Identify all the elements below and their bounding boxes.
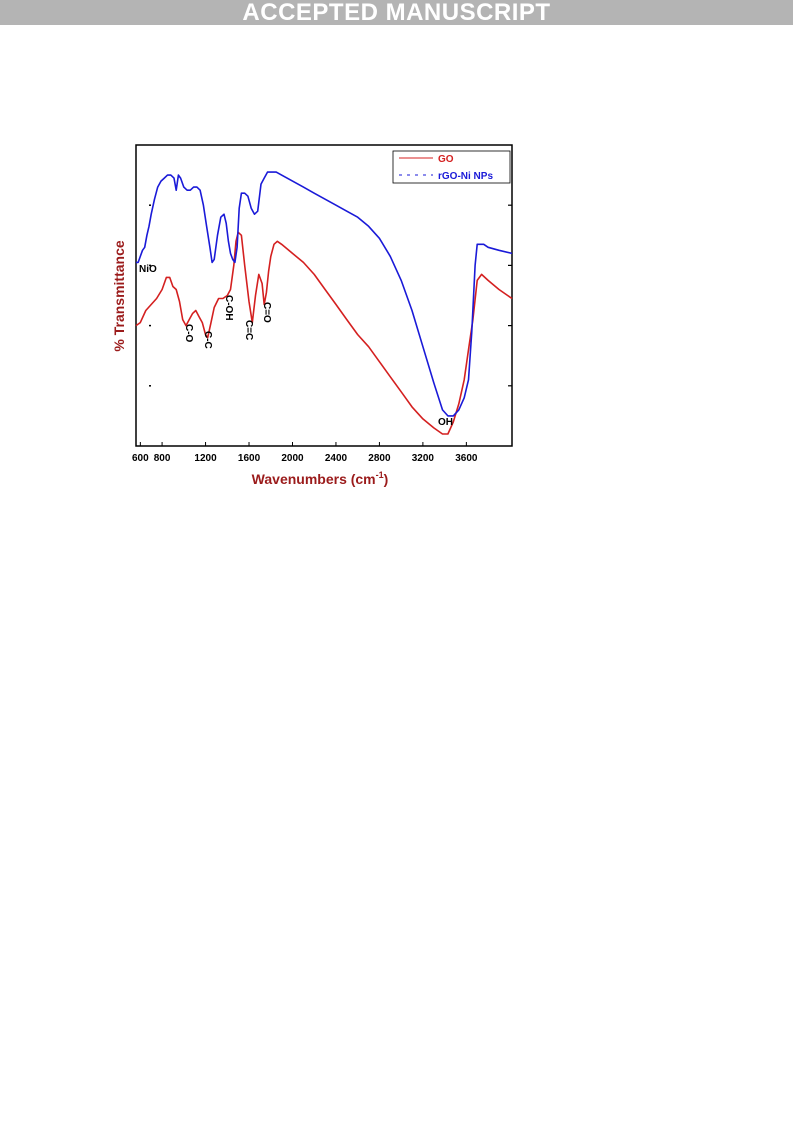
accepted-manuscript-banner: ACCEPTED MANUSCRIPT [0,0,793,26]
series-line-rgo-ni-nps [136,171,513,417]
y-axis-label: % Transmittance [111,240,127,351]
annotation-oh: OH [438,417,453,428]
x-axis-label-main: Wavenumbers (cm [252,471,376,487]
x-tick-label: 2800 [368,453,391,464]
legend-box [392,150,511,184]
annotation-nio: NiO [139,264,157,275]
x-tick-label: 1200 [194,453,217,464]
x-axis-label-suffix: ) [384,471,389,487]
x-tick-label: 3200 [412,453,435,464]
series-line-go [135,231,513,435]
x-tick-label: 600 [132,453,149,464]
x-tick-label: 2400 [325,453,348,464]
x-tick-label: 3600 [455,453,478,464]
x-axis-label: Wavenumbers (cm-1) [252,470,389,487]
x-tick-label: 800 [154,453,171,464]
y-axis-ticks [149,204,512,387]
annotation-c-oh: C-OH [223,295,234,321]
annotation-c-double-o: C=O [261,302,272,323]
legend-label-rgo: rGO-Ni NPs [438,171,493,182]
legend: GO rGO-Ni NPs [392,150,511,184]
annotation-c-c: C-C [202,331,213,349]
x-axis-label-superscript: -1 [376,470,384,480]
x-axis-ticks: 600 800 1200 1600 2000 2400 2800 3200 3600 [132,442,478,464]
plot-frame [135,144,513,447]
x-tick-label: 1600 [238,453,261,464]
series-layer [135,171,513,435]
x-tick-label: 2000 [281,453,304,464]
annotation-c-o: C-O [183,324,194,343]
annotation-c-double-c: C=C [243,320,254,340]
legend-label-go: GO [438,154,454,165]
